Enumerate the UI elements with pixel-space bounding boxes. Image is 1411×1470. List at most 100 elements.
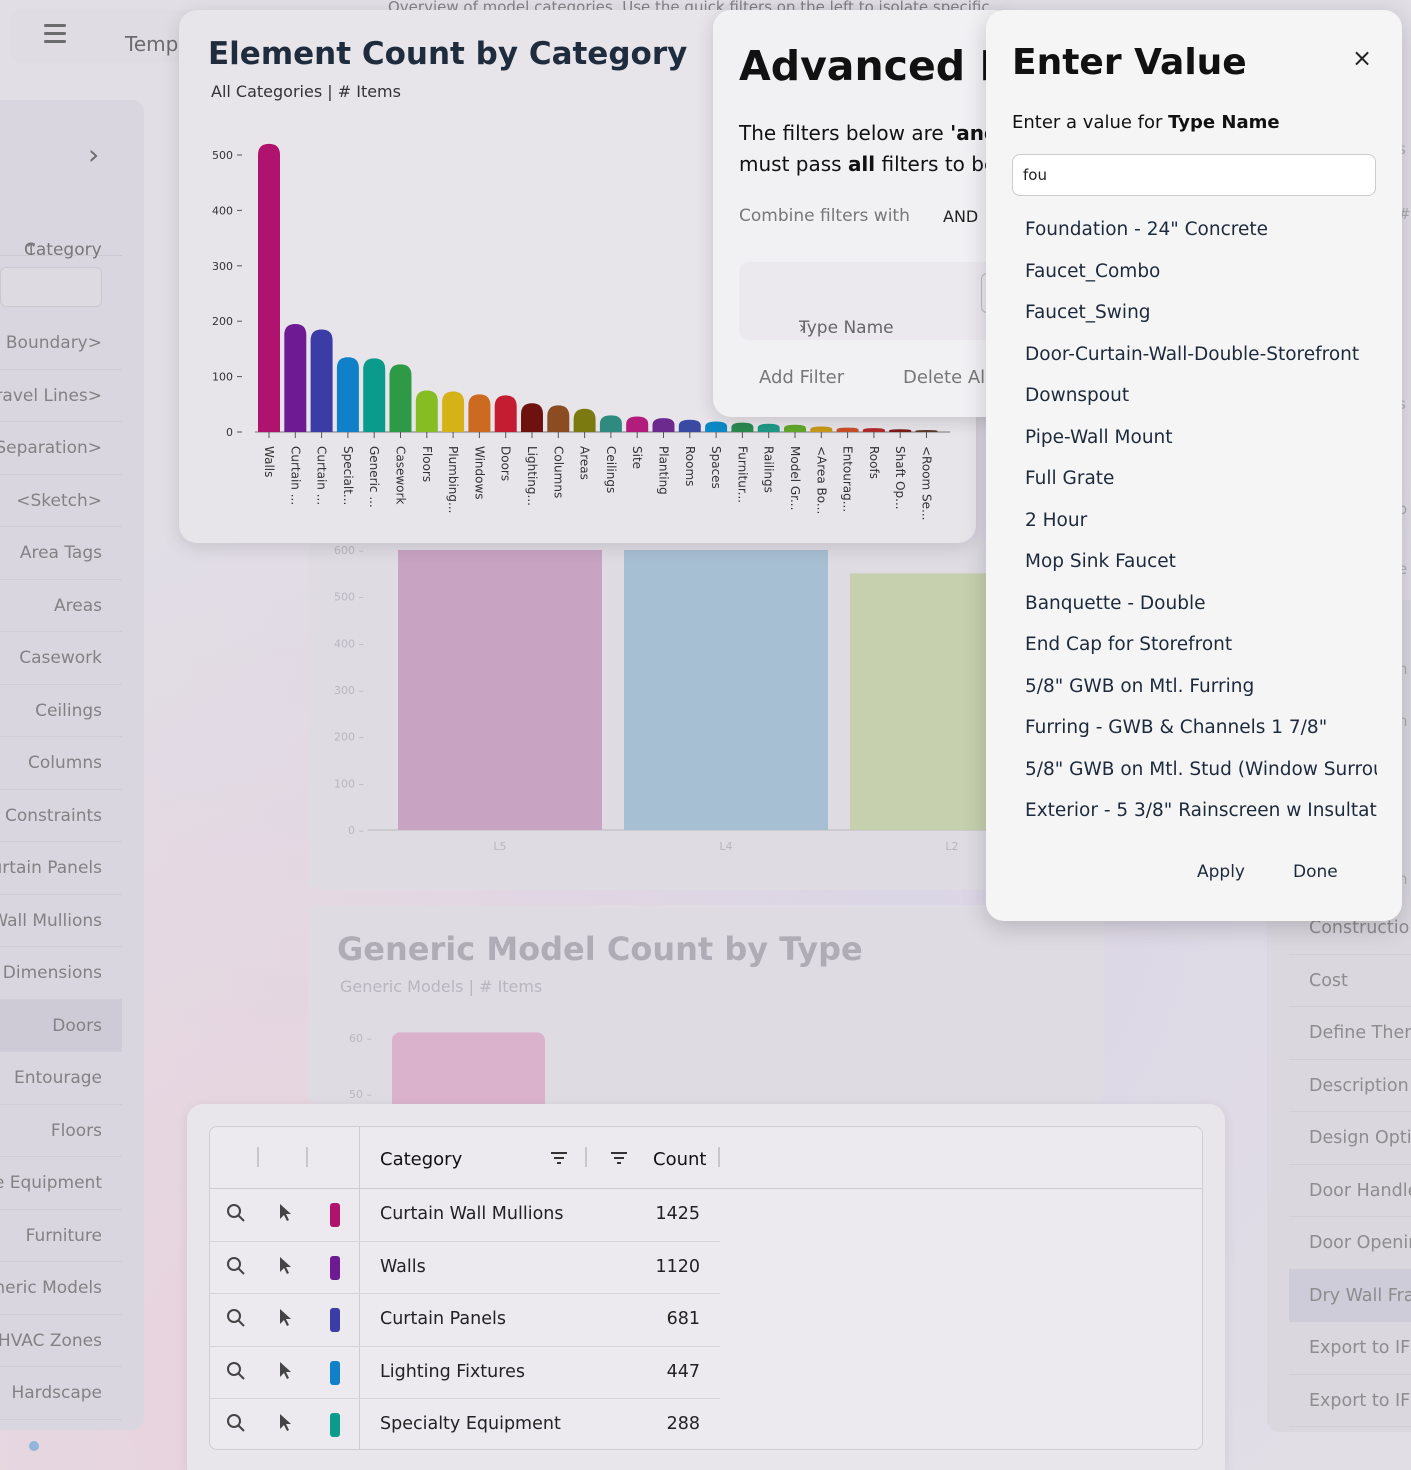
suggestion-option[interactable]: Banquette - Double xyxy=(1025,592,1206,614)
zoom-search-icon[interactable] xyxy=(226,1308,246,1328)
add-filter-button[interactable]: Add Filter xyxy=(759,367,845,388)
bar[interactable] xyxy=(573,408,596,432)
sidebar-item[interactable]: Separation> xyxy=(0,422,122,475)
sidebar-item[interactable]: Columns xyxy=(0,737,122,790)
select-pointer-icon[interactable] xyxy=(278,1203,294,1223)
sidebar-search-input[interactable] xyxy=(0,267,102,307)
sidebar-item[interactable]: HVAC Zones xyxy=(0,1315,122,1367)
zoom-search-icon[interactable] xyxy=(226,1413,246,1433)
suggestion-option[interactable]: Exterior - 5 3/8" Rainscreen w Insultati… xyxy=(1025,800,1377,821)
combine-select[interactable]: AND xyxy=(943,207,979,226)
bar[interactable] xyxy=(310,329,333,432)
zoom-search-icon[interactable] xyxy=(226,1256,246,1276)
close-icon[interactable]: × xyxy=(1352,44,1373,72)
table-row[interactable]: Curtain Panels 681 xyxy=(210,1294,720,1347)
sidebar-item[interactable]: <Sketch> xyxy=(0,475,122,527)
select-pointer-icon[interactable] xyxy=(278,1308,294,1328)
filter-icon[interactable] xyxy=(610,1151,628,1165)
filter-row[interactable]: Type Name › xyxy=(739,262,1013,340)
sidebar-item[interactable]: Ceilings xyxy=(0,685,122,737)
bar[interactable] xyxy=(626,416,649,432)
select-pointer-icon[interactable] xyxy=(278,1361,294,1381)
parameter-item[interactable]: Cost xyxy=(1289,955,1411,1007)
suggestion-option[interactable]: Mop Sink Faucet xyxy=(1025,551,1176,572)
parameter-item[interactable]: Construction xyxy=(1289,902,1411,955)
sidebar-item[interactable]: Dimensions xyxy=(0,947,122,1000)
suggestion-option[interactable]: 5/8" GWB on Mtl. Stud (Window Surroun xyxy=(1025,758,1377,780)
bar[interactable] xyxy=(494,395,517,432)
bar[interactable] xyxy=(415,390,438,432)
suggestion-option[interactable]: Door-Curtain-Wall-Double-Storefront xyxy=(1025,343,1360,365)
bar[interactable] xyxy=(258,143,280,433)
sidebar-item[interactable]: Travel Lines> xyxy=(0,370,122,422)
value-input[interactable] xyxy=(1012,154,1376,196)
bar[interactable] xyxy=(468,394,491,432)
suggestion-option[interactable]: End Cap for Storefront xyxy=(1025,634,1233,655)
bar[interactable] xyxy=(836,427,859,432)
bar[interactable] xyxy=(363,358,386,432)
suggestion-option[interactable]: Full Grate xyxy=(1025,468,1115,489)
sidebar-item[interactable]: Curtain Panels xyxy=(0,842,122,895)
bar[interactable] xyxy=(705,421,728,432)
col-count-header[interactable]: Count xyxy=(653,1149,707,1170)
sidebar-item[interactable]: Constraints xyxy=(0,790,122,842)
suggestion-option[interactable]: Faucet_Swing xyxy=(1025,302,1151,323)
suggestion-option[interactable]: Downspout xyxy=(1025,385,1130,406)
bar[interactable] xyxy=(810,426,833,432)
suggestion-option[interactable]: Foundation - 24" Concrete xyxy=(1025,219,1268,240)
bar[interactable] xyxy=(784,424,806,432)
parameter-item[interactable]: Export to IFC xyxy=(1289,1375,1411,1427)
menu-icon[interactable] xyxy=(44,24,66,44)
zoom-search-icon[interactable] xyxy=(226,1361,246,1381)
sidebar-item[interactable]: ce Equipment xyxy=(0,1157,122,1210)
apply-button[interactable]: Apply xyxy=(1197,862,1245,882)
sidebar-item[interactable]: Doors xyxy=(0,999,122,1052)
sidebar-item[interactable]: eneric Models xyxy=(0,1262,122,1315)
bar[interactable] xyxy=(284,323,307,432)
table-row[interactable]: Specialty Equipment 288 xyxy=(210,1399,720,1449)
bar[interactable] xyxy=(862,428,885,432)
sidebar-item[interactable]: ea Boundary> xyxy=(0,317,122,370)
bar[interactable] xyxy=(547,405,570,432)
parameter-item[interactable]: Define Therm xyxy=(1289,1007,1411,1060)
bar[interactable] xyxy=(757,423,780,432)
parameter-item[interactable]: Door Openin xyxy=(1289,1217,1411,1270)
col-category-header[interactable]: Category xyxy=(380,1149,463,1170)
table-row[interactable]: Lighting Fixtures 447 xyxy=(210,1347,720,1399)
table-row[interactable]: Curtain Wall Mullions 1425 xyxy=(210,1189,720,1242)
bar[interactable] xyxy=(389,364,412,432)
sidebar-item[interactable]: Hardscape xyxy=(0,1367,122,1420)
parameter-item[interactable]: Export to IFC xyxy=(1289,1322,1411,1375)
expand-chevron-icon[interactable]: › xyxy=(88,138,100,171)
parameter-item[interactable]: Description xyxy=(1289,1060,1411,1112)
bar[interactable] xyxy=(731,422,754,432)
bar[interactable] xyxy=(915,430,938,432)
sidebar-item[interactable]: Entourage xyxy=(0,1052,122,1105)
parameter-item[interactable]: Door Handle xyxy=(1289,1165,1411,1217)
sidebar-item[interactable]: Wall Mullions xyxy=(0,895,122,947)
bar[interactable] xyxy=(652,418,675,432)
zoom-search-icon[interactable] xyxy=(226,1203,246,1223)
sidebar-item[interactable]: Areas xyxy=(0,580,122,632)
sidebar-item[interactable]: Area Tags xyxy=(0,527,122,580)
bar[interactable] xyxy=(678,419,701,432)
select-pointer-icon[interactable] xyxy=(278,1413,294,1433)
bar[interactable] xyxy=(442,391,465,432)
bar[interactable] xyxy=(521,403,543,432)
parameter-item[interactable]: Design Optio xyxy=(1289,1112,1411,1165)
suggestion-option[interactable]: 5/8" GWB on Mtl. Furring xyxy=(1025,675,1255,697)
suggestion-option[interactable]: 2 Hour xyxy=(1025,509,1088,531)
bar[interactable] xyxy=(889,429,912,432)
suggestion-option[interactable]: Pipe-Wall Mount xyxy=(1025,426,1173,448)
sidebar-item[interactable]: Floors xyxy=(0,1105,122,1157)
sidebar-item[interactable]: Casework xyxy=(0,632,122,685)
suggestion-option[interactable]: Furring - GWB & Channels 1 7/8" xyxy=(1025,717,1328,738)
table-row[interactable]: Walls 1120 xyxy=(210,1242,720,1294)
bar[interactable] xyxy=(336,357,359,432)
select-pointer-icon[interactable] xyxy=(278,1256,294,1276)
done-button[interactable]: Done xyxy=(1293,862,1338,882)
filter-icon[interactable] xyxy=(550,1151,568,1165)
sidebar-item[interactable]: Furniture xyxy=(0,1210,122,1262)
suggestion-option[interactable]: Faucet_Combo xyxy=(1025,260,1161,282)
parameter-item[interactable]: Dry Wall Fran xyxy=(1289,1269,1411,1322)
